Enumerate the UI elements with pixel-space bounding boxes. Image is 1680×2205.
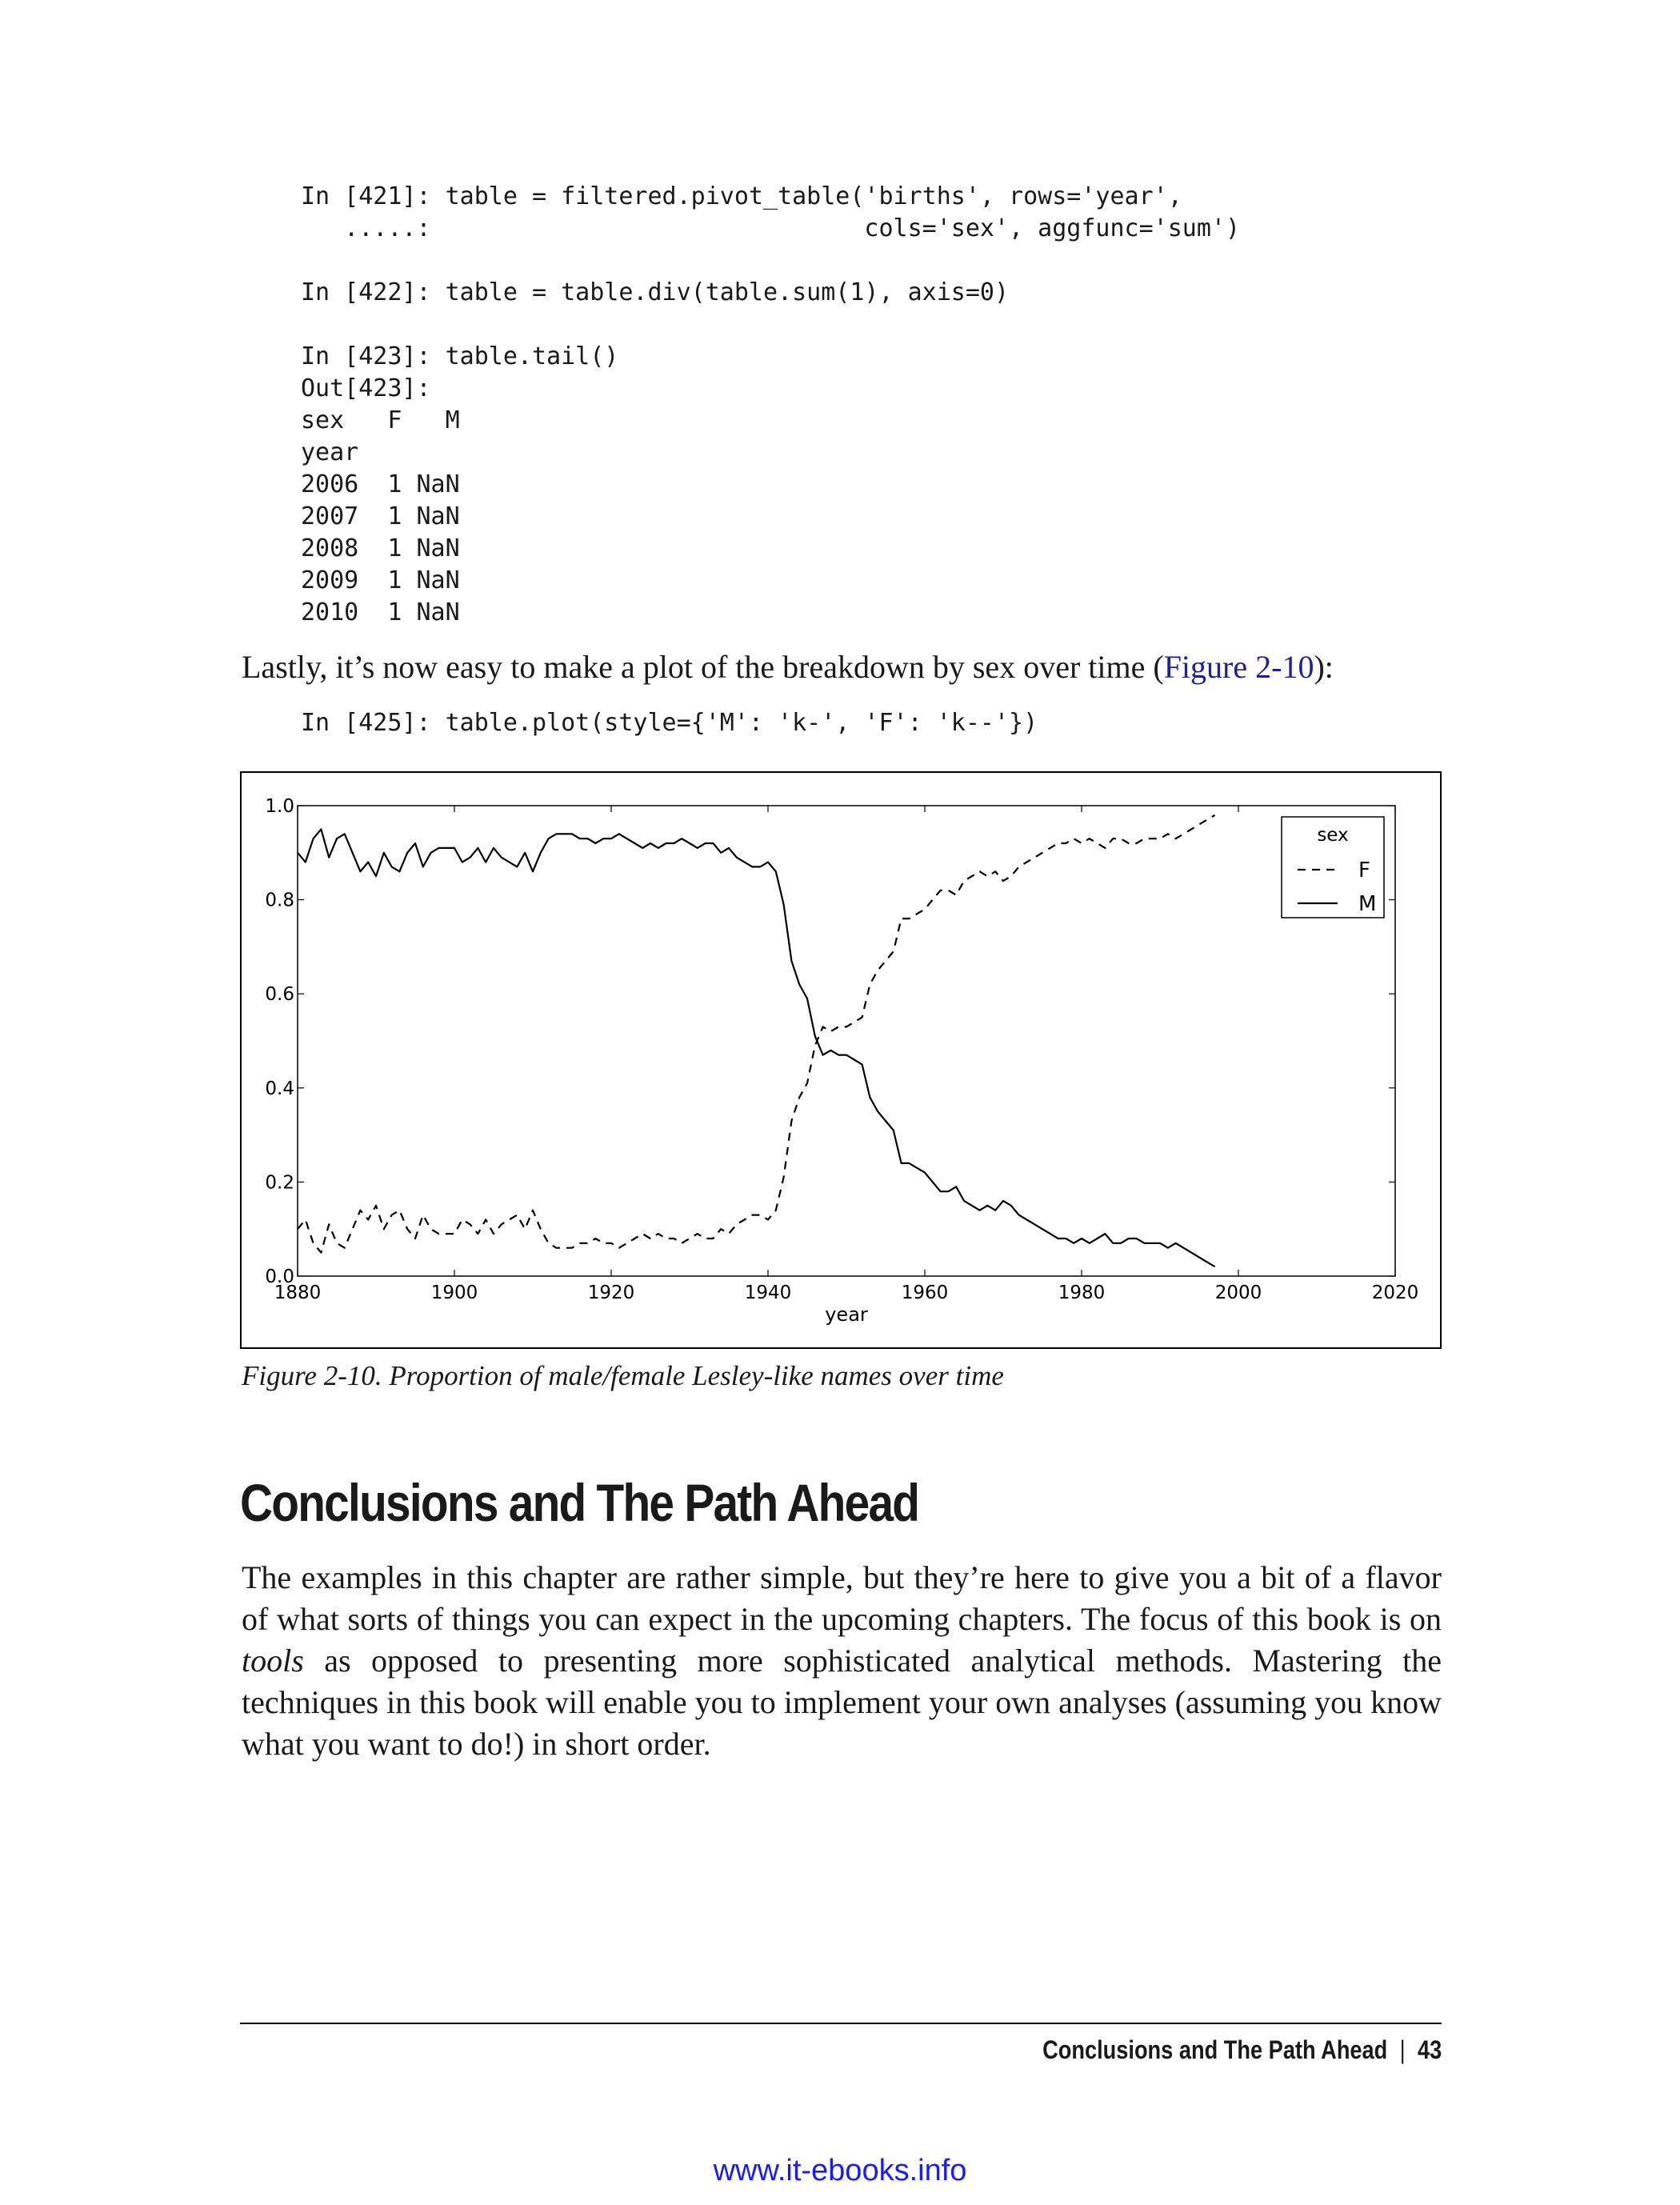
x-tick-label: 2000 xyxy=(1215,1283,1262,1303)
intro-text-after: ): xyxy=(1314,649,1334,685)
series-line-F xyxy=(297,814,1216,1254)
x-axis-label: year xyxy=(825,1303,868,1326)
intro-paragraph: Lastly, it’s now easy to make a plot of … xyxy=(242,646,1442,688)
legend-label-M: M xyxy=(1358,892,1376,916)
x-tick-label: 1960 xyxy=(902,1283,949,1303)
figure-link[interactable]: Figure 2-10 xyxy=(1163,649,1314,685)
body-text-after: as opposed to presenting more sophistica… xyxy=(242,1643,1442,1762)
legend-title: sex xyxy=(1317,825,1348,846)
x-tick-label: 2020 xyxy=(1372,1283,1419,1303)
x-tick-label: 1940 xyxy=(745,1283,792,1303)
y-tick-label: 0.8 xyxy=(265,890,294,911)
figure-frame: 1880 1900 1920 1940 1960 1980 2000 2020 0.0 0.2 0.… xyxy=(240,771,1442,1349)
x-tick-label: 1880 xyxy=(274,1283,322,1303)
body-emphasis: tools xyxy=(242,1643,304,1679)
y-tick-label: 0.0 xyxy=(265,1267,294,1287)
plot-area-frame xyxy=(297,805,1396,1277)
page-footer: Conclusions and The Path Ahead | 43 xyxy=(1042,2035,1442,2065)
code-block-plot: In [425]: table.plot(style={'M': 'k-', '… xyxy=(301,709,1038,737)
intro-text-before: Lastly, it’s now easy to make a plot of … xyxy=(242,649,1164,685)
x-tick-label: 1920 xyxy=(588,1283,635,1303)
x-tick-label: 1900 xyxy=(431,1283,478,1303)
section-heading: Conclusions and The Path Ahead xyxy=(240,1473,920,1532)
code-block-pivot: In [421]: table = filtered.pivot_table('… xyxy=(301,182,1240,242)
y-tick-label: 0.6 xyxy=(265,984,294,1005)
legend-label-F: F xyxy=(1358,858,1370,882)
y-tick-label: 0.2 xyxy=(265,1172,294,1193)
code-block-tail: In [423]: table.tail() Out[423]: sex F M… xyxy=(301,342,619,626)
legend-box xyxy=(1281,816,1385,918)
page-number: 43 xyxy=(1417,2035,1442,2064)
running-title: Conclusions and The Path Ahead xyxy=(1042,2035,1388,2064)
figure-caption: Figure 2-10. Proportion of male/female L… xyxy=(242,1360,1004,1391)
series-line-M xyxy=(297,828,1216,1268)
y-tick-label: 0.4 xyxy=(265,1078,294,1099)
x-tick-label: 1980 xyxy=(1058,1283,1106,1303)
footer-separator: | xyxy=(1399,2035,1406,2064)
code-block-div: In [422]: table = table.div(table.sum(1)… xyxy=(301,278,1010,306)
watermark-link[interactable]: www.it-ebooks.info xyxy=(713,2154,967,2187)
footer-rule xyxy=(240,2023,1442,2024)
body-text-before: The examples in this chapter are rather … xyxy=(242,1559,1442,1637)
y-tick-label: 1.0 xyxy=(265,796,294,817)
section-body: The examples in this chapter are rather … xyxy=(242,1557,1442,1765)
line-chart: 1880 1900 1920 1940 1960 1980 2000 2020 0.0 0.2 0.… xyxy=(265,796,1419,1326)
